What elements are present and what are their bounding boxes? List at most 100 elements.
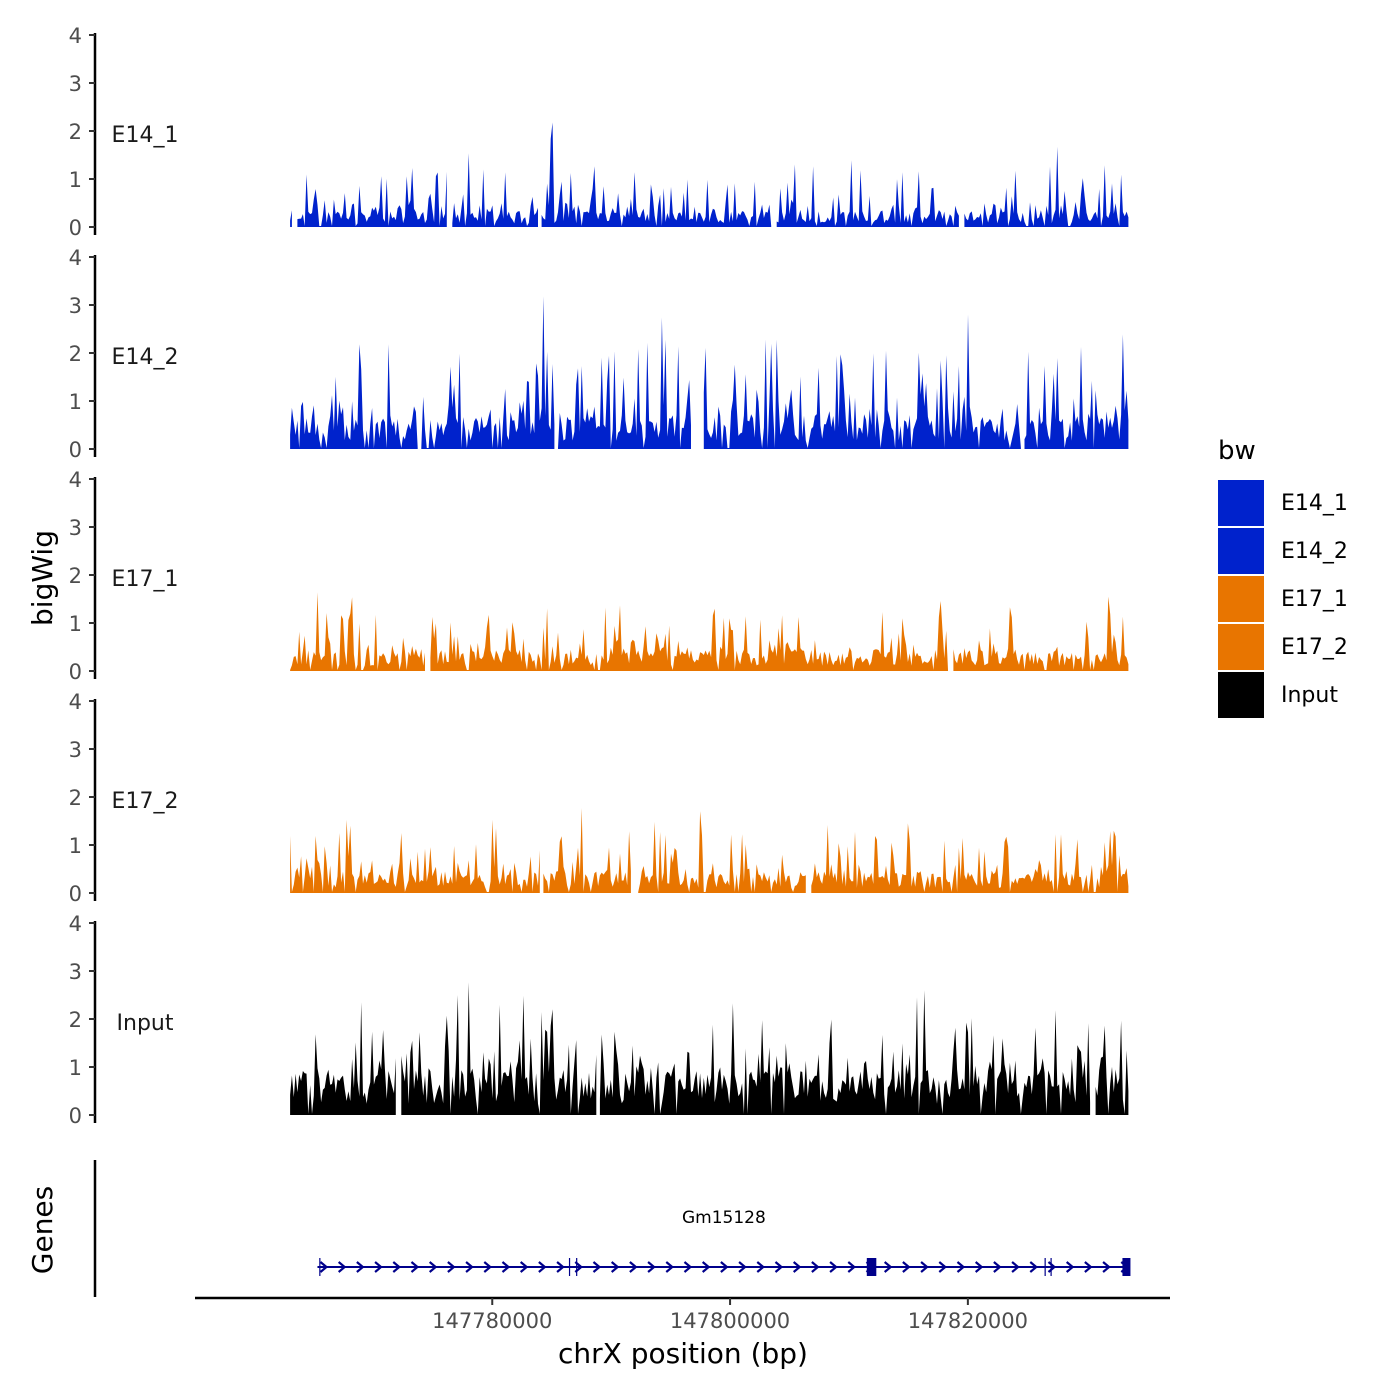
strand-arrow	[538, 1261, 547, 1273]
y-tick-label-E14_1-3: 3	[69, 72, 82, 96]
y-tick-label-Input-4: 4	[69, 912, 82, 936]
strand-arrow	[902, 1261, 911, 1273]
strand-arrow	[956, 1261, 966, 1273]
track-E17_1: 0 1 2 3 4 E17_1	[69, 468, 1129, 684]
y-tick-label-E17_1-3: 3	[69, 516, 82, 540]
gene-panel: Gm15128	[93, 1160, 1131, 1297]
legend-swatch-E17_2	[1218, 624, 1264, 670]
track-E17_2: 0 1 2 3 4 E17_2	[69, 690, 1129, 906]
strand-arrow	[974, 1261, 984, 1273]
strand-arrow	[738, 1261, 747, 1273]
strand-arrow	[720, 1261, 729, 1273]
strand-arrow	[319, 1261, 329, 1273]
strand-arrow	[938, 1261, 947, 1273]
legend-swatch-E14_1	[1218, 480, 1264, 526]
track-E14_1: 0 1 2 3 4 E14_1	[69, 24, 1129, 240]
strand-arrow	[792, 1261, 802, 1273]
strand-arrow	[811, 1261, 820, 1273]
y-tick-label-Input-0: 0	[69, 1104, 82, 1128]
strand-arrow	[829, 1261, 838, 1273]
strand-arrow	[1084, 1261, 1093, 1273]
signal-tracks: 0 1 2 3 4 E14_1 0 1 2 3 4 E14_2 0 1 2 3 4 E17_1 0 1 2 3 4 E17_2…	[69, 24, 1129, 1128]
signal-area-E14_2	[290, 296, 1129, 449]
strand-arrow	[556, 1261, 565, 1273]
legend-label-E17_1: E17_1	[1281, 587, 1348, 612]
track-label-E14_1: E14_1	[112, 123, 179, 148]
legend-swatch-E14_2	[1218, 528, 1264, 574]
strand-arrow	[592, 1261, 602, 1273]
exon-block	[866, 1258, 877, 1276]
legend-label-E14_1: E14_1	[1281, 491, 1348, 516]
strand-arrow	[701, 1261, 711, 1273]
y-tick-label-E14_1-2: 2	[69, 120, 82, 144]
x-tick-label-147780000: 147780000	[432, 1309, 552, 1333]
x-tick-label-147820000: 147820000	[908, 1309, 1028, 1333]
y-tick-label-Input-3: 3	[69, 960, 82, 984]
strand-arrow	[647, 1261, 656, 1273]
strand-arrow	[920, 1261, 929, 1273]
y-tick-label-E14_1-4: 4	[69, 24, 82, 48]
y-tick-label-Input-1: 1	[69, 1056, 82, 1080]
y-tick-label-E14_2-3: 3	[69, 294, 82, 318]
strand-arrow	[629, 1261, 638, 1273]
x-tick-label-147800000: 147800000	[670, 1309, 790, 1333]
strand-arrow	[756, 1261, 765, 1273]
track-label-E17_1: E17_1	[112, 567, 179, 592]
signal-area-E17_2	[290, 808, 1129, 893]
strand-arrow	[465, 1261, 474, 1273]
track-label-Input: Input	[117, 1011, 174, 1036]
strand-arrow	[993, 1261, 1002, 1273]
legend-swatch-E17_1	[1218, 576, 1264, 622]
y-tick-label-E17_2-1: 1	[69, 834, 82, 858]
y-tick-label-E17_1-2: 2	[69, 564, 82, 588]
genes-axis-title: Genes	[26, 1186, 59, 1274]
legend-title: bw	[1218, 436, 1256, 466]
strand-arrow	[665, 1261, 674, 1273]
strand-arrow	[1011, 1261, 1020, 1273]
strand-arrow	[883, 1261, 893, 1273]
strand-arrow	[1065, 1261, 1075, 1273]
x-axis-title: chrX position (bp)	[558, 1337, 808, 1370]
y-tick-label-E14_2-2: 2	[69, 342, 82, 366]
y-tick-label-E17_1-4: 4	[69, 468, 82, 492]
legend-label-E17_2: E17_2	[1281, 635, 1348, 660]
y-tick-label-Input-2: 2	[69, 1008, 82, 1032]
track-Input: 0 1 2 3 4 Input	[69, 912, 1129, 1128]
y-tick-label-E14_1-0: 0	[69, 216, 82, 240]
y-tick-label-E14_2-0: 0	[69, 438, 82, 462]
signal-area-E14_1	[290, 122, 1129, 227]
exon-block	[1122, 1258, 1131, 1276]
x-axis: 147780000 147800000 147820000	[195, 1296, 1170, 1333]
strand-arrow	[392, 1261, 401, 1273]
signal-area-Input	[290, 982, 1129, 1115]
strand-arrow	[374, 1261, 383, 1273]
y-tick-label-E14_2-1: 1	[69, 390, 82, 414]
strand-arrow	[483, 1261, 492, 1273]
legend-swatch-Input	[1218, 672, 1264, 718]
strand-arrow	[683, 1261, 693, 1273]
legend-label-E14_2: E14_2	[1281, 539, 1348, 564]
track-E14_2: 0 1 2 3 4 E14_2	[69, 246, 1129, 462]
track-label-E17_2: E17_2	[112, 789, 179, 814]
gene-name-label: Gm15128	[682, 1208, 766, 1228]
y-tick-label-E17_1-0: 0	[69, 660, 82, 684]
strand-arrow	[1102, 1261, 1111, 1273]
strand-arrow	[356, 1261, 365, 1273]
y-tick-label-E17_1-1: 1	[69, 612, 82, 636]
legend-label-Input: Input	[1281, 683, 1338, 708]
y-tick-label-E14_2-4: 4	[69, 246, 82, 270]
y-tick-label-E17_2-0: 0	[69, 882, 82, 906]
strand-arrow	[774, 1261, 784, 1273]
signal-area-E17_1	[290, 592, 1129, 671]
y-tick-label-E17_2-4: 4	[69, 690, 82, 714]
y-tick-label-E14_1-1: 1	[69, 168, 82, 192]
y-tick-label-E17_2-2: 2	[69, 786, 82, 810]
strand-arrow	[428, 1261, 438, 1273]
strand-arrow	[1029, 1261, 1038, 1273]
strand-arrow	[410, 1261, 420, 1273]
legend: bw E14_1 E14_2 E17_1 E17_2 Input	[1218, 436, 1348, 718]
y-tick-label-E17_2-3: 3	[69, 738, 82, 762]
strand-arrow	[501, 1261, 511, 1273]
